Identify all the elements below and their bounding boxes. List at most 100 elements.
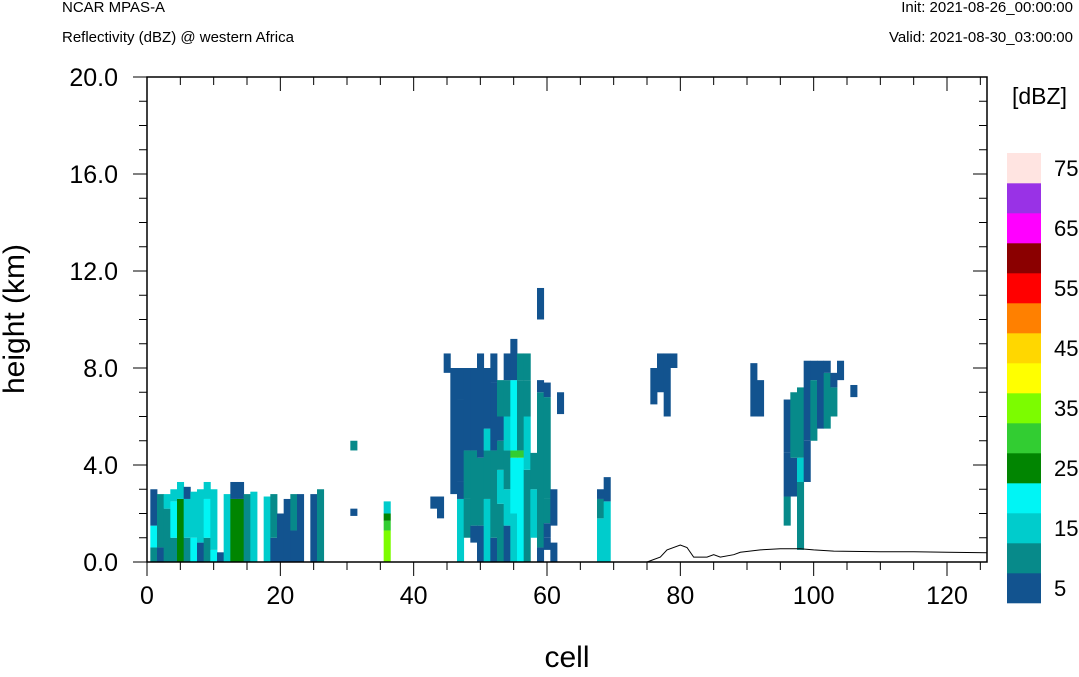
reflectivity-cell xyxy=(817,360,825,429)
reflectivity-cell xyxy=(463,450,471,499)
plot-cells xyxy=(150,287,858,563)
reflectivity-cell xyxy=(457,498,465,562)
reflectivity-cell xyxy=(477,353,485,458)
reflectivity-cell xyxy=(230,481,238,499)
reflectivity-cell xyxy=(663,353,671,417)
reflectivity-cell xyxy=(650,368,658,405)
reflectivity-cell xyxy=(150,489,158,526)
reflectivity-cell xyxy=(783,399,791,453)
y-tick-label: 0.0 xyxy=(83,549,118,577)
reflectivity-cell xyxy=(490,382,498,451)
reflectivity-cell xyxy=(157,547,165,562)
reflectivity-cell xyxy=(237,498,245,562)
reflectivity-cell xyxy=(263,496,271,562)
colorbar-swatch xyxy=(1007,573,1041,604)
colorbar-swatch xyxy=(1007,273,1041,304)
x-axis-label: cell xyxy=(544,641,589,674)
reflectivity-cell xyxy=(597,498,605,519)
reflectivity-cell xyxy=(523,380,531,417)
reflectivity-cell xyxy=(457,399,465,482)
colorbar-label: 55 xyxy=(1054,276,1078,301)
colorbar-label: 35 xyxy=(1054,396,1078,421)
reflectivity-cell xyxy=(597,489,605,499)
reflectivity-cell xyxy=(490,537,498,562)
reflectivity-cell xyxy=(183,486,191,499)
reflectivity-cell xyxy=(290,494,298,531)
reflectivity-cell xyxy=(430,496,438,509)
reflectivity-cell xyxy=(177,481,185,499)
colorbar-label: 25 xyxy=(1054,456,1078,481)
x-tick-label: 60 xyxy=(533,582,561,610)
reflectivity-cell xyxy=(537,392,545,548)
reflectivity-cell xyxy=(470,450,478,526)
colorbar-swatch xyxy=(1007,393,1041,424)
reflectivity-cell xyxy=(203,498,211,538)
reflectivity-cell xyxy=(297,494,305,562)
reflectivity-cell xyxy=(543,382,551,398)
model-title: NCAR MPAS-A xyxy=(62,0,166,16)
reflectivity-cell xyxy=(477,525,485,563)
reflectivity-cell xyxy=(530,452,538,490)
terrain-line xyxy=(646,544,988,563)
colorbar: 5 15 25 35 45 55 65 75 xyxy=(1007,153,1078,604)
reflectivity-cell xyxy=(237,481,245,499)
reflectivity-cell xyxy=(470,525,478,543)
reflectivity-cell xyxy=(503,525,511,563)
reflectivity-cell xyxy=(197,542,205,562)
reflectivity-cell xyxy=(177,498,185,562)
tick-labels: 0 20 40 60 80 100 120 0.0 4.0 8.0 12.0 16.0 20.0 xyxy=(69,64,968,610)
reflectivity-cell xyxy=(450,368,458,495)
reflectivity-cell xyxy=(603,501,611,563)
colorbar-swatch xyxy=(1007,243,1041,274)
reflectivity-cell xyxy=(530,489,538,538)
reflectivity-cell xyxy=(203,537,211,562)
reflectivity-cell xyxy=(523,353,531,381)
reflectivity-cell xyxy=(190,491,198,538)
reflectivity-cell xyxy=(790,457,798,497)
colorbar-swatch xyxy=(1007,333,1041,364)
colorbar-swatch xyxy=(1007,423,1041,454)
reflectivity-cell xyxy=(537,547,545,562)
reflectivity-cell xyxy=(383,501,391,514)
colorbar-swatch xyxy=(1007,543,1041,574)
reflectivity-cell xyxy=(510,457,518,514)
reflectivity-cell xyxy=(503,380,511,417)
y-tick-label: 16.0 xyxy=(69,161,118,189)
reflectivity-cell xyxy=(483,450,491,499)
colorbar-swatch xyxy=(1007,453,1041,484)
reflectivity-cell xyxy=(270,537,278,562)
reflectivity-cell xyxy=(750,363,758,417)
reflectivity-cell xyxy=(503,450,511,490)
y-tick-label: 4.0 xyxy=(83,452,118,480)
reflectivity-cell xyxy=(457,481,465,499)
reflectivity-cell xyxy=(383,513,391,521)
reflectivity-cell xyxy=(830,372,838,388)
reflectivity-cell xyxy=(537,287,545,320)
reflectivity-cell xyxy=(210,489,218,550)
reflectivity-cell xyxy=(830,387,838,417)
reflectivity-cell xyxy=(783,452,791,497)
reflectivity-cell xyxy=(517,450,525,458)
reflectivity-cell xyxy=(543,498,551,524)
reflectivity-cell xyxy=(197,489,205,543)
colorbar-swatch xyxy=(1007,183,1041,214)
reflectivity-cell xyxy=(483,368,491,429)
reflectivity-cell xyxy=(470,368,478,451)
reflectivity-cell xyxy=(603,477,611,502)
colorbar-label: 75 xyxy=(1054,156,1078,181)
reflectivity-cell xyxy=(797,387,805,458)
x-tick-label: 40 xyxy=(400,582,428,610)
reflectivity-cell xyxy=(490,450,498,538)
reflectivity-cell xyxy=(310,494,318,562)
reflectivity-cell xyxy=(803,440,811,482)
reflectivity-cell xyxy=(150,525,158,548)
reflectivity-cell xyxy=(790,392,798,458)
chart-subtitle: Reflectivity (dBZ) @ western Africa xyxy=(62,29,294,46)
reflectivity-cell xyxy=(510,450,518,458)
reflectivity-cell xyxy=(490,353,498,383)
x-tick-label: 0 xyxy=(140,582,154,610)
reflectivity-cell xyxy=(517,353,525,381)
reflectivity-cell xyxy=(550,542,558,562)
reflectivity-cell xyxy=(183,498,191,538)
reflectivity-cell xyxy=(350,440,358,451)
